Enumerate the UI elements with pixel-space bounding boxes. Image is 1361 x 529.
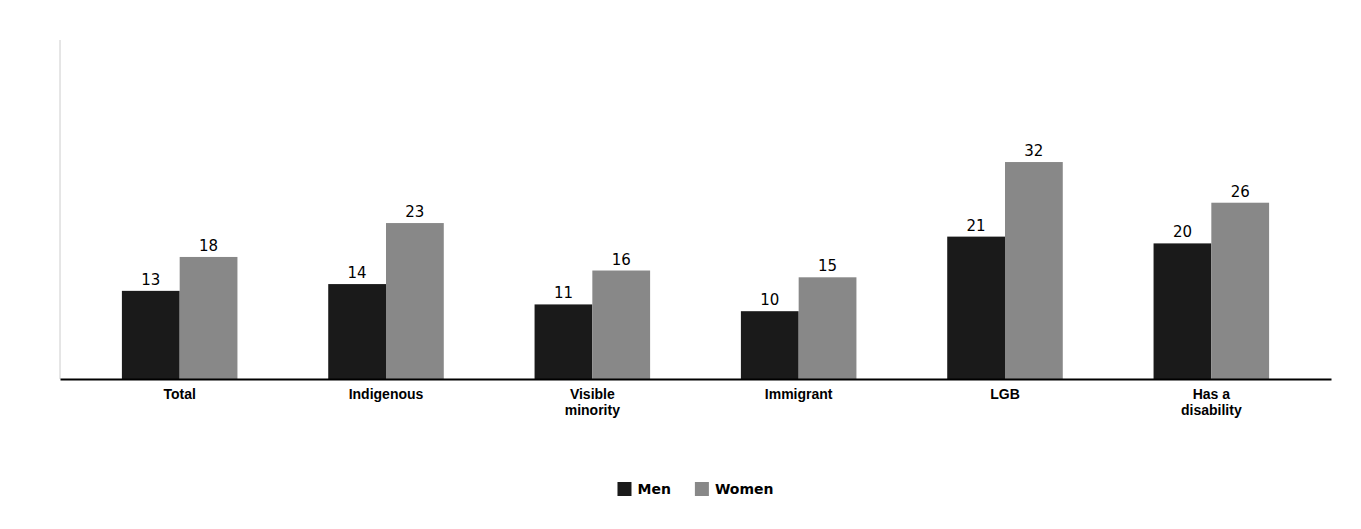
data-label: 18	[199, 237, 218, 255]
bar	[1154, 243, 1212, 379]
x-tick-label: Indigenous	[349, 386, 424, 402]
x-axis-line	[61, 379, 1332, 381]
data-label: 11	[554, 284, 573, 302]
x-tick-label: Visibleminority	[565, 386, 620, 418]
bar	[741, 311, 799, 379]
bar	[799, 277, 857, 379]
x-tick: Indigenous	[349, 379, 424, 402]
data-label: 23	[405, 203, 424, 221]
legend-label: Men	[637, 481, 670, 497]
data-label: 20	[1173, 223, 1192, 241]
bar	[328, 284, 386, 379]
legend-swatch	[617, 482, 631, 496]
data-label: 16	[612, 251, 631, 269]
bar	[180, 257, 238, 379]
plot: 13 14 11 10 21 20 18 23 16 15 32 26 Total Indigenous V…	[60, 40, 1332, 418]
y-axis-line	[60, 40, 61, 379]
data-label: 13	[141, 271, 160, 289]
data-label: 15	[818, 257, 837, 275]
legend-label: Women	[715, 481, 774, 497]
chart: 13 14 11 10 21 20 18 23 16 15 32 26 Total Indigenous V…	[0, 0, 1361, 529]
x-tick-label: Total	[163, 386, 195, 402]
x-tick: LGB	[990, 379, 1020, 402]
x-tick: Visibleminority	[565, 379, 620, 418]
bar	[1005, 162, 1063, 379]
legend-swatch	[695, 482, 709, 496]
x-tick: Has adisability	[1181, 379, 1242, 418]
x-axis: Total Indigenous Visibleminority Immigrant L…	[61, 379, 1332, 418]
data-label: 10	[760, 291, 779, 309]
bar	[386, 223, 444, 379]
x-tick-label: Immigrant	[765, 386, 833, 402]
bar	[592, 271, 650, 379]
x-tick: Total	[163, 379, 195, 402]
data-label: 21	[967, 217, 986, 235]
data-label: 14	[348, 264, 367, 282]
legend: Men Women	[617, 481, 773, 497]
bars	[122, 162, 1269, 379]
data-label: 26	[1231, 183, 1250, 201]
bar	[535, 304, 593, 379]
x-tick: Immigrant	[765, 379, 833, 402]
bar	[122, 291, 180, 379]
legend-item: Women	[695, 481, 774, 497]
bar	[1211, 203, 1269, 379]
x-tick-label: Has adisability	[1181, 386, 1242, 418]
data-label: 32	[1024, 142, 1043, 160]
legend-item: Men	[617, 481, 670, 497]
data-labels: 13 14 11 10 21 20 18 23 16 15 32 26	[141, 142, 1250, 309]
x-tick-label: LGB	[990, 386, 1020, 402]
bar	[947, 237, 1005, 379]
